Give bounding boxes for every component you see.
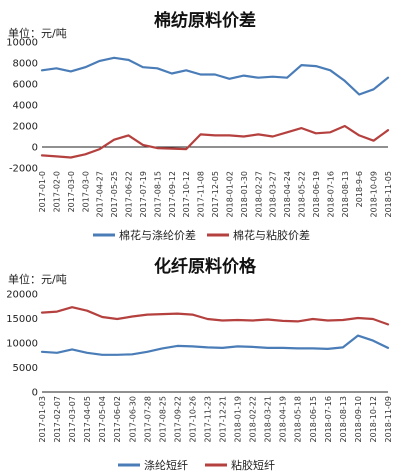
- chart-2-unit: 单位：元/吨: [8, 272, 67, 286]
- chart-1-legend-label-cotton-polyester: 棉花与涤纶价差: [119, 228, 196, 242]
- chart-1-title: 棉纺原料价差: [154, 10, 256, 31]
- chart-2-x-tick-label: 2018-09-10: [354, 396, 363, 443]
- chart-2-x-tick-label: 2018-11-09: [384, 396, 393, 443]
- chart-2-x-tick-label: 2017-06-30: [128, 396, 137, 443]
- chart-2-x-tick-label: 2017-12-21: [219, 396, 228, 443]
- chart-2-x-tick-label: 2017-11-23: [203, 396, 212, 443]
- chart-1-x-tick-label: 2018-07-16: [326, 171, 335, 218]
- chart-1-legend-label-cotton-viscose: 棉花与粘胶价差: [233, 228, 310, 242]
- chart-1-x-tick-label: 2018-10-09: [370, 171, 379, 218]
- chart-2-x-tick-label: 2017-10-26: [188, 396, 197, 443]
- chart-1-x-tick-label: 2017-10-12: [182, 171, 191, 218]
- chart-1-x-tick-label: 2018-9-6: [355, 171, 364, 207]
- chart-1: 棉纺原料价差 单位：元/吨 10000 8000 6000 4000 2000 0 -200…: [6, 10, 393, 242]
- chart-2-x-tick-label: 2017-03-07: [68, 396, 77, 443]
- chart-1-series-line-1: [40, 56, 390, 96]
- chart-2-x-tick-label: 2018-01-19: [234, 396, 243, 443]
- chart-2-x-tick-label: 2018-07-16: [324, 396, 333, 443]
- chart-1-x-tick-label: 2017-08-15: [153, 171, 162, 218]
- chart-2-x-tick-label: 2018-06-15: [309, 396, 318, 443]
- chart-1-x-axis: 2017-01-0 2017-02-0 2017-03-0 2017-03-0 2017…: [38, 146, 393, 218]
- chart-1-legend: 棉花与涤纶价差 棉花与粘胶价差: [93, 228, 310, 242]
- chart-1-x-tick-label: 2018-04-24: [283, 171, 292, 218]
- chart-1-x-tick-label: 2017-09-12: [168, 171, 177, 218]
- chart-2-legend-label-viscose: 粘胶短纤: [231, 458, 275, 472]
- chart-2-y-tick-label: 20000: [6, 290, 38, 301]
- chart-2-legend-label-polyester: 涤纶短纤: [144, 458, 188, 472]
- chart-2-series-line-2: [40, 306, 390, 326]
- chart-1-x-tick-label: 2018-02-27: [254, 171, 263, 218]
- chart-1-x-tick-label: 2017-03-0: [67, 171, 76, 212]
- chart-2-y-tick-label: 15000: [6, 314, 38, 325]
- chart-2-title: 化纤原料价格: [154, 256, 257, 277]
- chart-2: 化纤原料价格 单位：元/吨 20000 15000 10000 5000 0 2017-…: [6, 256, 393, 472]
- chart-1-y-axis: 10000 8000 6000 4000 2000 0 -2000: [6, 38, 38, 175]
- chart-2-x-tick-label: 2018-05-18: [294, 396, 303, 443]
- chart-1-y-tick-label: 10000: [6, 38, 38, 49]
- chart-2-x-tick-label: 2018-08-13: [339, 396, 348, 443]
- chart-1-series-line-2: [40, 124, 390, 159]
- chart-2-x-tick-label: 2018-10-12: [369, 396, 378, 443]
- chart-1-x-tick-label: 2018-11-05: [384, 171, 393, 218]
- chart-1-series: [40, 56, 390, 159]
- chart-1-x-tick-label: 2018-06-19: [312, 171, 321, 218]
- chart-2-y-axis: 20000 15000 10000 5000 0: [6, 290, 38, 399]
- chart-1-y-tick-label: 6000: [13, 80, 38, 91]
- chart-2-legend: 涤纶短纤 粘胶短纤: [118, 458, 275, 472]
- chart-1-x-tick-label: 2017-03-0: [81, 171, 90, 212]
- chart-1-x-tick-label: 2017-06-22: [125, 171, 134, 218]
- chart-1-y-tick-label: 8000: [13, 59, 38, 70]
- chart-2-x-tick-label: 2017-08-25: [158, 396, 167, 443]
- chart-2-x-tick-label: 2018-04-19: [279, 396, 288, 443]
- chart-2-x-axis: 2017-01-03 2017-02-07 2017-03-07 2017-04-05…: [38, 391, 393, 443]
- chart-2-x-tick-label: 2017-09-22: [173, 396, 182, 443]
- chart-1-y-tick-label: -2000: [9, 164, 38, 175]
- chart-2-series-line-1: [40, 334, 390, 356]
- chart-2-y-tick-label: 5000: [13, 363, 38, 374]
- chart-1-x-tick-label: 2018-08-13: [341, 171, 350, 218]
- chart-2-x-tick-label: 2017-07-28: [143, 396, 152, 443]
- chart-2-x-tick-label: 2017-04-05: [83, 396, 92, 443]
- chart-1-y-tick-label: 4000: [13, 101, 38, 112]
- chart-1-x-tick-label: 2017-07-19: [139, 171, 148, 218]
- chart-2-series: [40, 306, 390, 356]
- chart-2-x-tick-label: 2017-05-04: [98, 396, 107, 443]
- chart-2-x-tick-label: 2017-06-02: [113, 396, 122, 443]
- chart-1-y-tick-label: 2000: [13, 122, 38, 133]
- chart-2-y-tick-label: 10000: [6, 339, 38, 350]
- chart-1-x-tick-label: 2017-12-05: [211, 171, 220, 218]
- chart-2-x-tick-label: 2017-01-03: [38, 396, 47, 443]
- chart-2-x-tick-label: 2018-03-21: [264, 396, 273, 443]
- chart-1-x-tick-label: 2018-05-22: [298, 171, 307, 218]
- chart-1-x-tick-label: 2017-01-0: [38, 171, 47, 212]
- chart-1-x-tick-label: 2018-03-27: [269, 171, 278, 218]
- chart-1-x-tick-label: 2017-02-0: [52, 171, 61, 212]
- chart-1-x-tick-label: 2017-05-25: [110, 171, 119, 218]
- chart-2-y-tick-label: 0: [32, 388, 38, 399]
- chart-1-x-tick-label: 2017-04-27: [96, 171, 105, 218]
- chart-1-unit: 单位：元/吨: [8, 26, 67, 40]
- chart-2-x-tick-label: 2017-02-07: [53, 396, 62, 443]
- chart-1-y-tick-label: 0: [32, 143, 38, 154]
- chart-1-x-tick-label: 2018-01-02: [225, 171, 234, 218]
- chart-1-x-tick-label: 2018-01-30: [240, 171, 249, 218]
- chart-2-x-tick-label: 2018-02-22: [249, 396, 258, 443]
- chart-1-x-tick-label: 2017-11-08: [197, 171, 206, 218]
